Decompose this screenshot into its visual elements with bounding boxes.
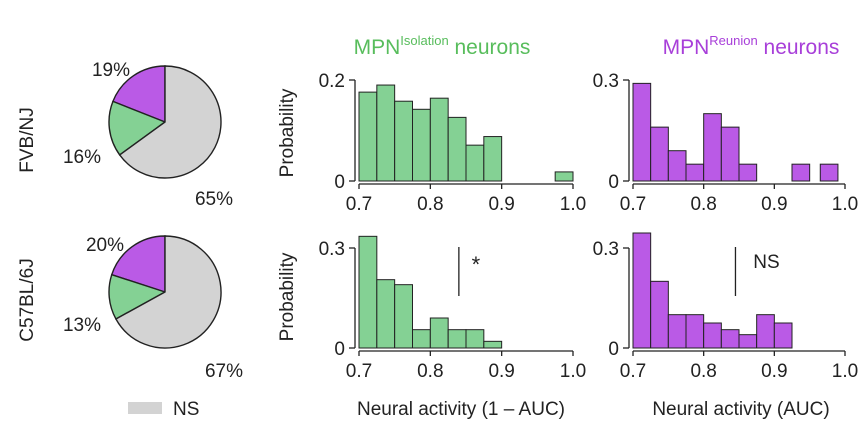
x-tick-label: 1.0 <box>560 194 586 215</box>
histogram-bar <box>650 280 669 349</box>
pie-c57-ns-label: 67% <box>205 361 243 382</box>
x-tick-label: 0.8 <box>417 361 443 382</box>
ylabel-bottom: Probability <box>277 252 298 341</box>
histogram-reunion-c57: 0.7 0.8 0.9 1.0 0 0.3 NS <box>593 232 858 382</box>
histogram-bar <box>394 100 414 182</box>
row-label-c57: C57BL/6J <box>17 258 38 341</box>
y-tick-label: 0 <box>608 339 619 360</box>
x-tick-label: 0.7 <box>346 194 372 215</box>
isolation-title-suffix: neurons <box>449 36 531 59</box>
histogram-bar <box>358 91 378 182</box>
histogram-bar <box>447 329 467 349</box>
xlabel-reunion: Neural activity (AUC) <box>652 399 829 420</box>
histogram-bar <box>703 113 722 182</box>
pie-chart-fvb <box>108 65 222 179</box>
x-tick-label: 0.8 <box>417 194 443 215</box>
x-tick-label: 0.8 <box>690 194 716 215</box>
histogram-reunion-fvb: 0.7 0.8 0.9 1.0 0 0.3 <box>593 71 859 215</box>
histogram-bar <box>720 126 740 182</box>
x-tick-label: 0.7 <box>346 361 372 382</box>
histogram-bar <box>632 82 652 182</box>
x-tick-label: 0.9 <box>761 361 787 382</box>
histogram-bar <box>483 340 503 349</box>
pie-slice-reunion <box>112 65 166 124</box>
x-tick-label: 0.7 <box>620 194 646 215</box>
histogram-bar <box>632 232 652 349</box>
histogram-bar <box>738 163 758 182</box>
histogram-bar <box>685 163 705 182</box>
y-tick-label: 0 <box>608 172 619 193</box>
pie-fvb-ns-label: 65% <box>195 189 233 210</box>
reunion-title-superscript: Reunion <box>709 33 757 48</box>
histogram-bar <box>483 136 503 182</box>
x-tick-label: 0.7 <box>620 361 646 382</box>
x-tick-label: 0.9 <box>488 361 514 382</box>
pie-slice-ns <box>118 65 222 179</box>
histogram-bar <box>376 84 396 182</box>
pie-fvb-isolation-label: 16% <box>63 147 101 168</box>
reunion-column-title: MPNReunion neurons <box>663 33 840 59</box>
histogram-bar <box>412 108 431 182</box>
histogram-bar <box>703 322 722 349</box>
significance-star: * <box>472 252 481 277</box>
isolation-column-title: MPNIsolation neurons <box>354 33 531 59</box>
histogram-bar <box>412 329 431 349</box>
reunion-title-suffix: neurons <box>758 36 840 59</box>
ns-legend-label: NS <box>173 399 199 420</box>
histogram-bar <box>358 235 378 349</box>
pie-slice-ns <box>114 235 222 349</box>
histogram-isolation-fvb: 0.7 0.8 0.9 1.0 0 0.2 <box>319 71 587 215</box>
histogram-bar <box>773 322 793 349</box>
isolation-title-prefix: MPN <box>354 36 401 59</box>
histogram-bar <box>429 317 449 349</box>
histogram-bar <box>720 329 740 349</box>
y-tick-label: 0 <box>334 339 345 360</box>
row-label-fvb: FVB/NJ <box>17 107 38 172</box>
histogram-bar <box>667 314 687 349</box>
y-tick-label: 0.2 <box>319 71 345 92</box>
y-tick-label: 0.3 <box>593 71 619 92</box>
histogram-bar <box>376 279 396 349</box>
histogram-bar <box>685 314 705 349</box>
x-tick-label: 1.0 <box>560 361 586 382</box>
x-tick-label: 0.8 <box>690 361 716 382</box>
y-tick-label: 0.3 <box>319 239 345 260</box>
pie-fvb-reunion-label: 19% <box>92 60 130 81</box>
reunion-title-prefix: MPN <box>663 36 710 59</box>
isolation-title-superscript: Isolation <box>400 33 448 48</box>
histogram-bar <box>667 150 687 182</box>
x-tick-label: 0.9 <box>761 194 787 215</box>
histogram-isolation-c57: 0.7 0.8 0.9 1.0 0 0.3 * <box>319 235 586 382</box>
y-tick-label: 0.3 <box>593 239 619 260</box>
y-tick-label: 0 <box>334 172 345 193</box>
histogram-bar <box>738 334 758 349</box>
x-tick-label: 1.0 <box>832 194 858 215</box>
histogram-bar <box>650 126 669 182</box>
ns-legend-swatch <box>128 402 162 414</box>
histogram-bar <box>819 163 839 182</box>
histogram-bar <box>465 144 485 182</box>
histogram-bar <box>447 116 467 182</box>
histogram-bar <box>429 97 449 182</box>
histogram-bar <box>756 314 775 349</box>
xlabel-isolation: Neural activity (1 – AUC) <box>357 399 565 420</box>
x-tick-label: 1.0 <box>832 361 858 382</box>
histogram-bar <box>394 284 414 349</box>
pie-chart-c57 <box>108 235 222 349</box>
ylabel-top: Probability <box>277 88 298 177</box>
histogram-bar <box>465 329 485 349</box>
x-tick-label: 0.9 <box>488 194 514 215</box>
significance-ns-label: NS <box>753 252 779 273</box>
histogram-bar <box>554 171 574 182</box>
pie-slice-reunion <box>110 235 166 293</box>
pie-c57-reunion-label: 20% <box>86 235 124 256</box>
histogram-bar <box>791 163 811 182</box>
pie-c57-isolation-label: 13% <box>63 315 101 336</box>
pie-slice-isolation <box>108 100 167 156</box>
